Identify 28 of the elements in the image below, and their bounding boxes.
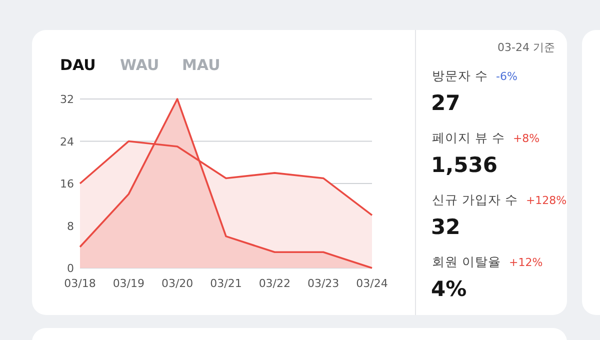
text: WAU — [120, 56, 160, 74]
text: 03-24 기준 — [498, 41, 555, 54]
x-tick-label: 03/23 — [307, 277, 340, 290]
text: -6% — [496, 70, 518, 83]
x-tick-label: 03/19 — [112, 277, 145, 290]
y-tick-label: 0 — [67, 262, 74, 275]
x-tick-label: 03/18 — [64, 277, 96, 290]
text: +12% — [508, 256, 543, 269]
chart-title: DAU — [60, 56, 96, 74]
y-tick-label: 32 — [60, 93, 74, 106]
category-label: 회원 이탈율 — [432, 254, 501, 269]
category-label: 방문자 수 — [432, 68, 488, 83]
text: 4% — [431, 277, 467, 301]
x-tick-label: 03/21 — [210, 277, 242, 290]
text: MAU — [182, 56, 220, 74]
text: +8% — [512, 132, 540, 145]
category-label: 신규 가입자 수 — [432, 192, 518, 207]
category-label: 페이지 뷰 수 — [432, 130, 505, 145]
y-tick-label: 8 — [67, 220, 74, 233]
x-tick-label: 03/22 — [258, 277, 291, 290]
text: 1,536 — [431, 153, 498, 177]
text: +128% — [526, 194, 567, 207]
x-tick-label: 03/20 — [161, 277, 194, 290]
x-tick-label: 03/24 — [356, 277, 388, 290]
y-tick-label: 24 — [60, 135, 74, 148]
text: 32 — [431, 215, 460, 239]
text: 27 — [431, 91, 460, 115]
y-tick-label: 16 — [60, 178, 74, 190]
